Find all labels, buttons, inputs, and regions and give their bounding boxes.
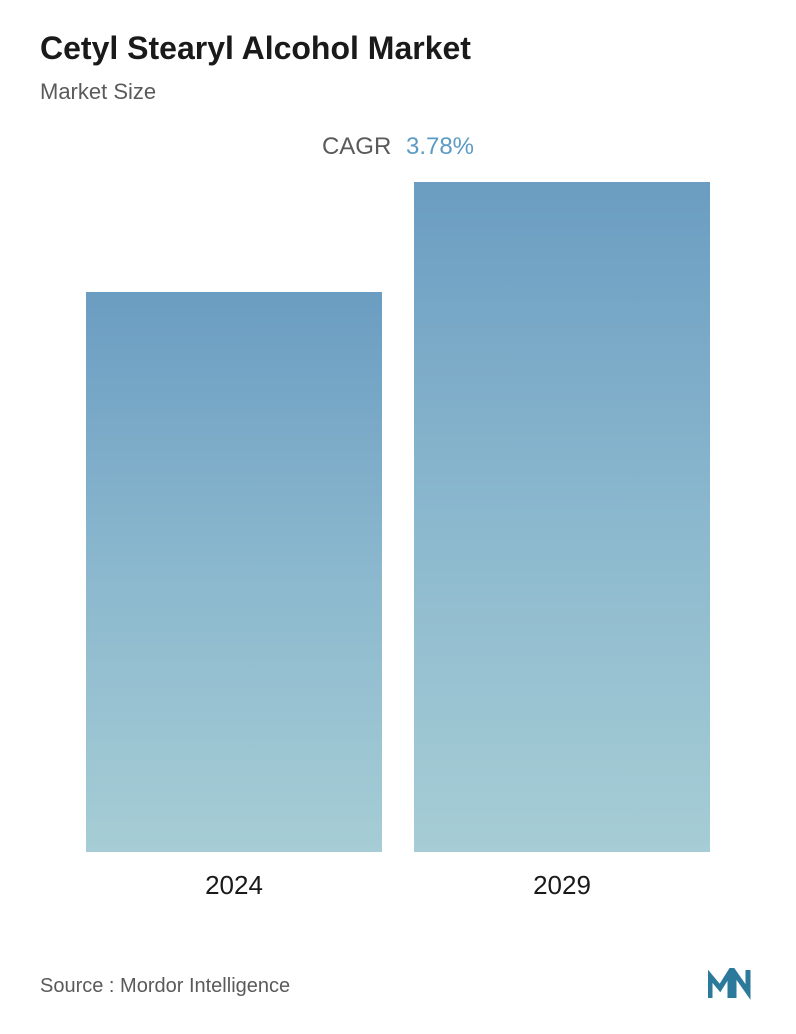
chart-title: Cetyl Stearyl Alcohol Market <box>40 30 756 67</box>
chart-area: 2024 2029 <box>40 181 756 901</box>
bar-label-0: 2024 <box>205 870 263 901</box>
bar-1 <box>414 182 709 852</box>
bar-label-1: 2029 <box>533 870 591 901</box>
footer: Source : Mordor Intelligence <box>40 968 756 1004</box>
chart-subtitle: Market Size <box>40 79 756 105</box>
cagr-label: CAGR <box>322 133 391 160</box>
bar-group-0: 2024 <box>86 292 381 901</box>
bar-group-1: 2029 <box>414 182 709 901</box>
cagr-row: CAGR 3.78% <box>40 133 756 161</box>
logo-icon <box>708 968 756 1004</box>
source-text: Source : Mordor Intelligence <box>40 975 290 998</box>
bar-0 <box>86 292 381 852</box>
cagr-value: 3.78% <box>406 133 474 160</box>
